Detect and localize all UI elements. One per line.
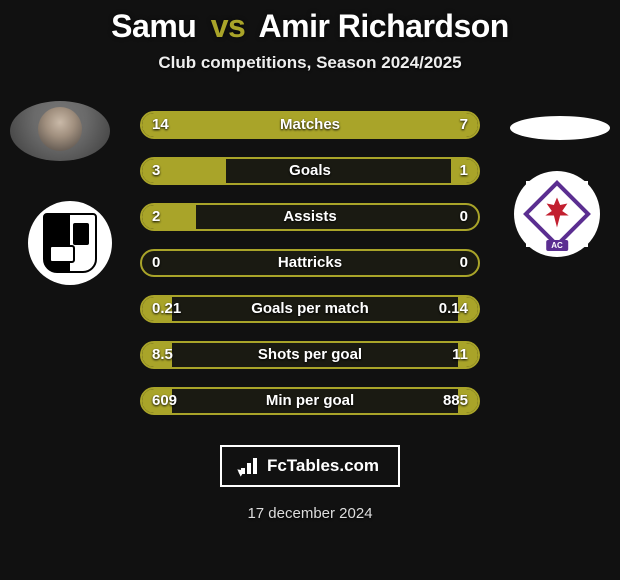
stat-label: Matches — [142, 113, 478, 137]
stat-label: Shots per goal — [142, 343, 478, 367]
stat-value-left: 0.21 — [152, 297, 181, 321]
player2-avatar — [510, 116, 610, 140]
stat-value-left: 8.5 — [152, 343, 173, 367]
stat-value-left: 0 — [152, 251, 160, 275]
fiorentina-crest-icon: AC — [526, 181, 588, 247]
stat-value-right: 7 — [460, 113, 468, 137]
stat-label: Hattricks — [142, 251, 478, 275]
stat-row: Assists2 0 — [140, 203, 480, 231]
stat-label: Assists — [142, 205, 478, 229]
stat-value-left: 609 — [152, 389, 177, 413]
stat-label: Min per goal — [142, 389, 478, 413]
stat-label: Goals — [142, 159, 478, 183]
crest-tag: AC — [546, 240, 568, 251]
stat-row: Matches14 7 — [140, 111, 480, 139]
date-text: 17 december 2024 — [0, 505, 620, 522]
comparison-stage: AC Matches147Goals31Assists20Hattricks00… — [0, 101, 620, 441]
player2-name: Amir Richardson — [259, 8, 509, 44]
stat-value-right: 11 — [452, 343, 468, 367]
stat-value-left: 2 — [152, 205, 160, 229]
stat-row: Shots per goal8.5 11 — [140, 341, 480, 369]
stat-value-right: 1 — [460, 159, 468, 183]
stat-label: Goals per match — [142, 297, 478, 321]
player1-avatar — [10, 101, 110, 161]
bars-icon — [241, 458, 261, 474]
stat-value-right: 0 — [460, 251, 468, 275]
stat-value-right: 0 — [460, 205, 468, 229]
stat-value-right: 885 — [443, 389, 468, 413]
stat-row: Goals3 1 — [140, 157, 480, 185]
vitoria-crest-icon — [43, 213, 97, 273]
player1-club-badge — [28, 201, 112, 285]
stat-row: Min per goal609 885 — [140, 387, 480, 415]
subtitle: Club competitions, Season 2024/2025 — [0, 53, 620, 73]
stat-row: Hattricks0 0 — [140, 249, 480, 277]
stat-row: Goals per match0.21 0.14 — [140, 295, 480, 323]
fctables-logo: FcTables.com — [220, 445, 400, 487]
logo-text: FcTables.com — [267, 456, 379, 476]
stat-rows: Matches147Goals31Assists20Hattricks00Goa… — [140, 111, 480, 433]
vs-text: vs — [211, 8, 246, 44]
player1-name: Samu — [111, 8, 196, 44]
player2-club-badge: AC — [514, 171, 600, 257]
stat-value-left: 3 — [152, 159, 160, 183]
stat-value-left: 14 — [152, 113, 169, 137]
page-title: Samu vs Amir Richardson — [0, 8, 620, 45]
stat-value-right: 0.14 — [439, 297, 468, 321]
